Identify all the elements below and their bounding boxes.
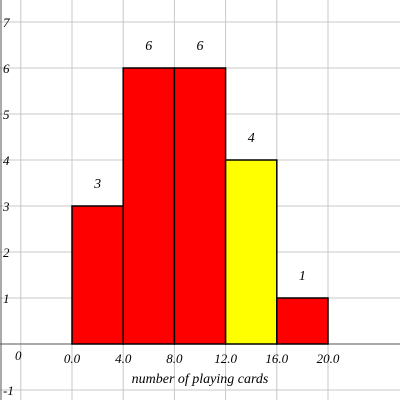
bar-1 (122, 67, 176, 345)
x-tick-label: 0.0 (64, 351, 81, 366)
x-tick-label: 16.0 (265, 351, 288, 366)
y-tick-label: 6 (3, 61, 10, 76)
data-label-1: 6 (145, 39, 152, 54)
data-label-3: 4 (248, 131, 255, 146)
x-tick-label: 12.0 (214, 351, 237, 366)
y-tick-labels: -1 1 2 3 4 5 6 7 (2, 15, 14, 398)
y-tick-label: 7 (3, 15, 10, 30)
bar-4 (276, 297, 329, 345)
y-tick-label: 3 (2, 199, 10, 214)
x-tick-label: 8.0 (166, 351, 183, 366)
x-tick-label: 20.0 (317, 351, 340, 366)
bar-3 (224, 159, 278, 345)
bar-0 (71, 205, 124, 345)
data-label-2: 6 (197, 39, 204, 54)
y-tick-label: -1 (3, 383, 14, 398)
y-tick-label: 5 (3, 107, 10, 122)
data-label-0: 3 (93, 177, 101, 192)
bar-2 (173, 67, 227, 345)
data-label-4: 1 (299, 269, 306, 284)
x-axis-title: number of playing cards (132, 372, 269, 387)
x-tick-label: 4.0 (115, 351, 132, 366)
data-labels: 3 6 6 4 1 (93, 39, 306, 284)
bars (71, 67, 329, 345)
y-tick-label: 2 (3, 245, 10, 260)
y-tick-label: 4 (3, 153, 10, 168)
y-tick-label: 1 (3, 291, 10, 306)
origin-label: 0 (15, 348, 22, 363)
x-tick-labels: 0.0 4.0 8.0 12.0 16.0 20.0 (64, 351, 340, 366)
